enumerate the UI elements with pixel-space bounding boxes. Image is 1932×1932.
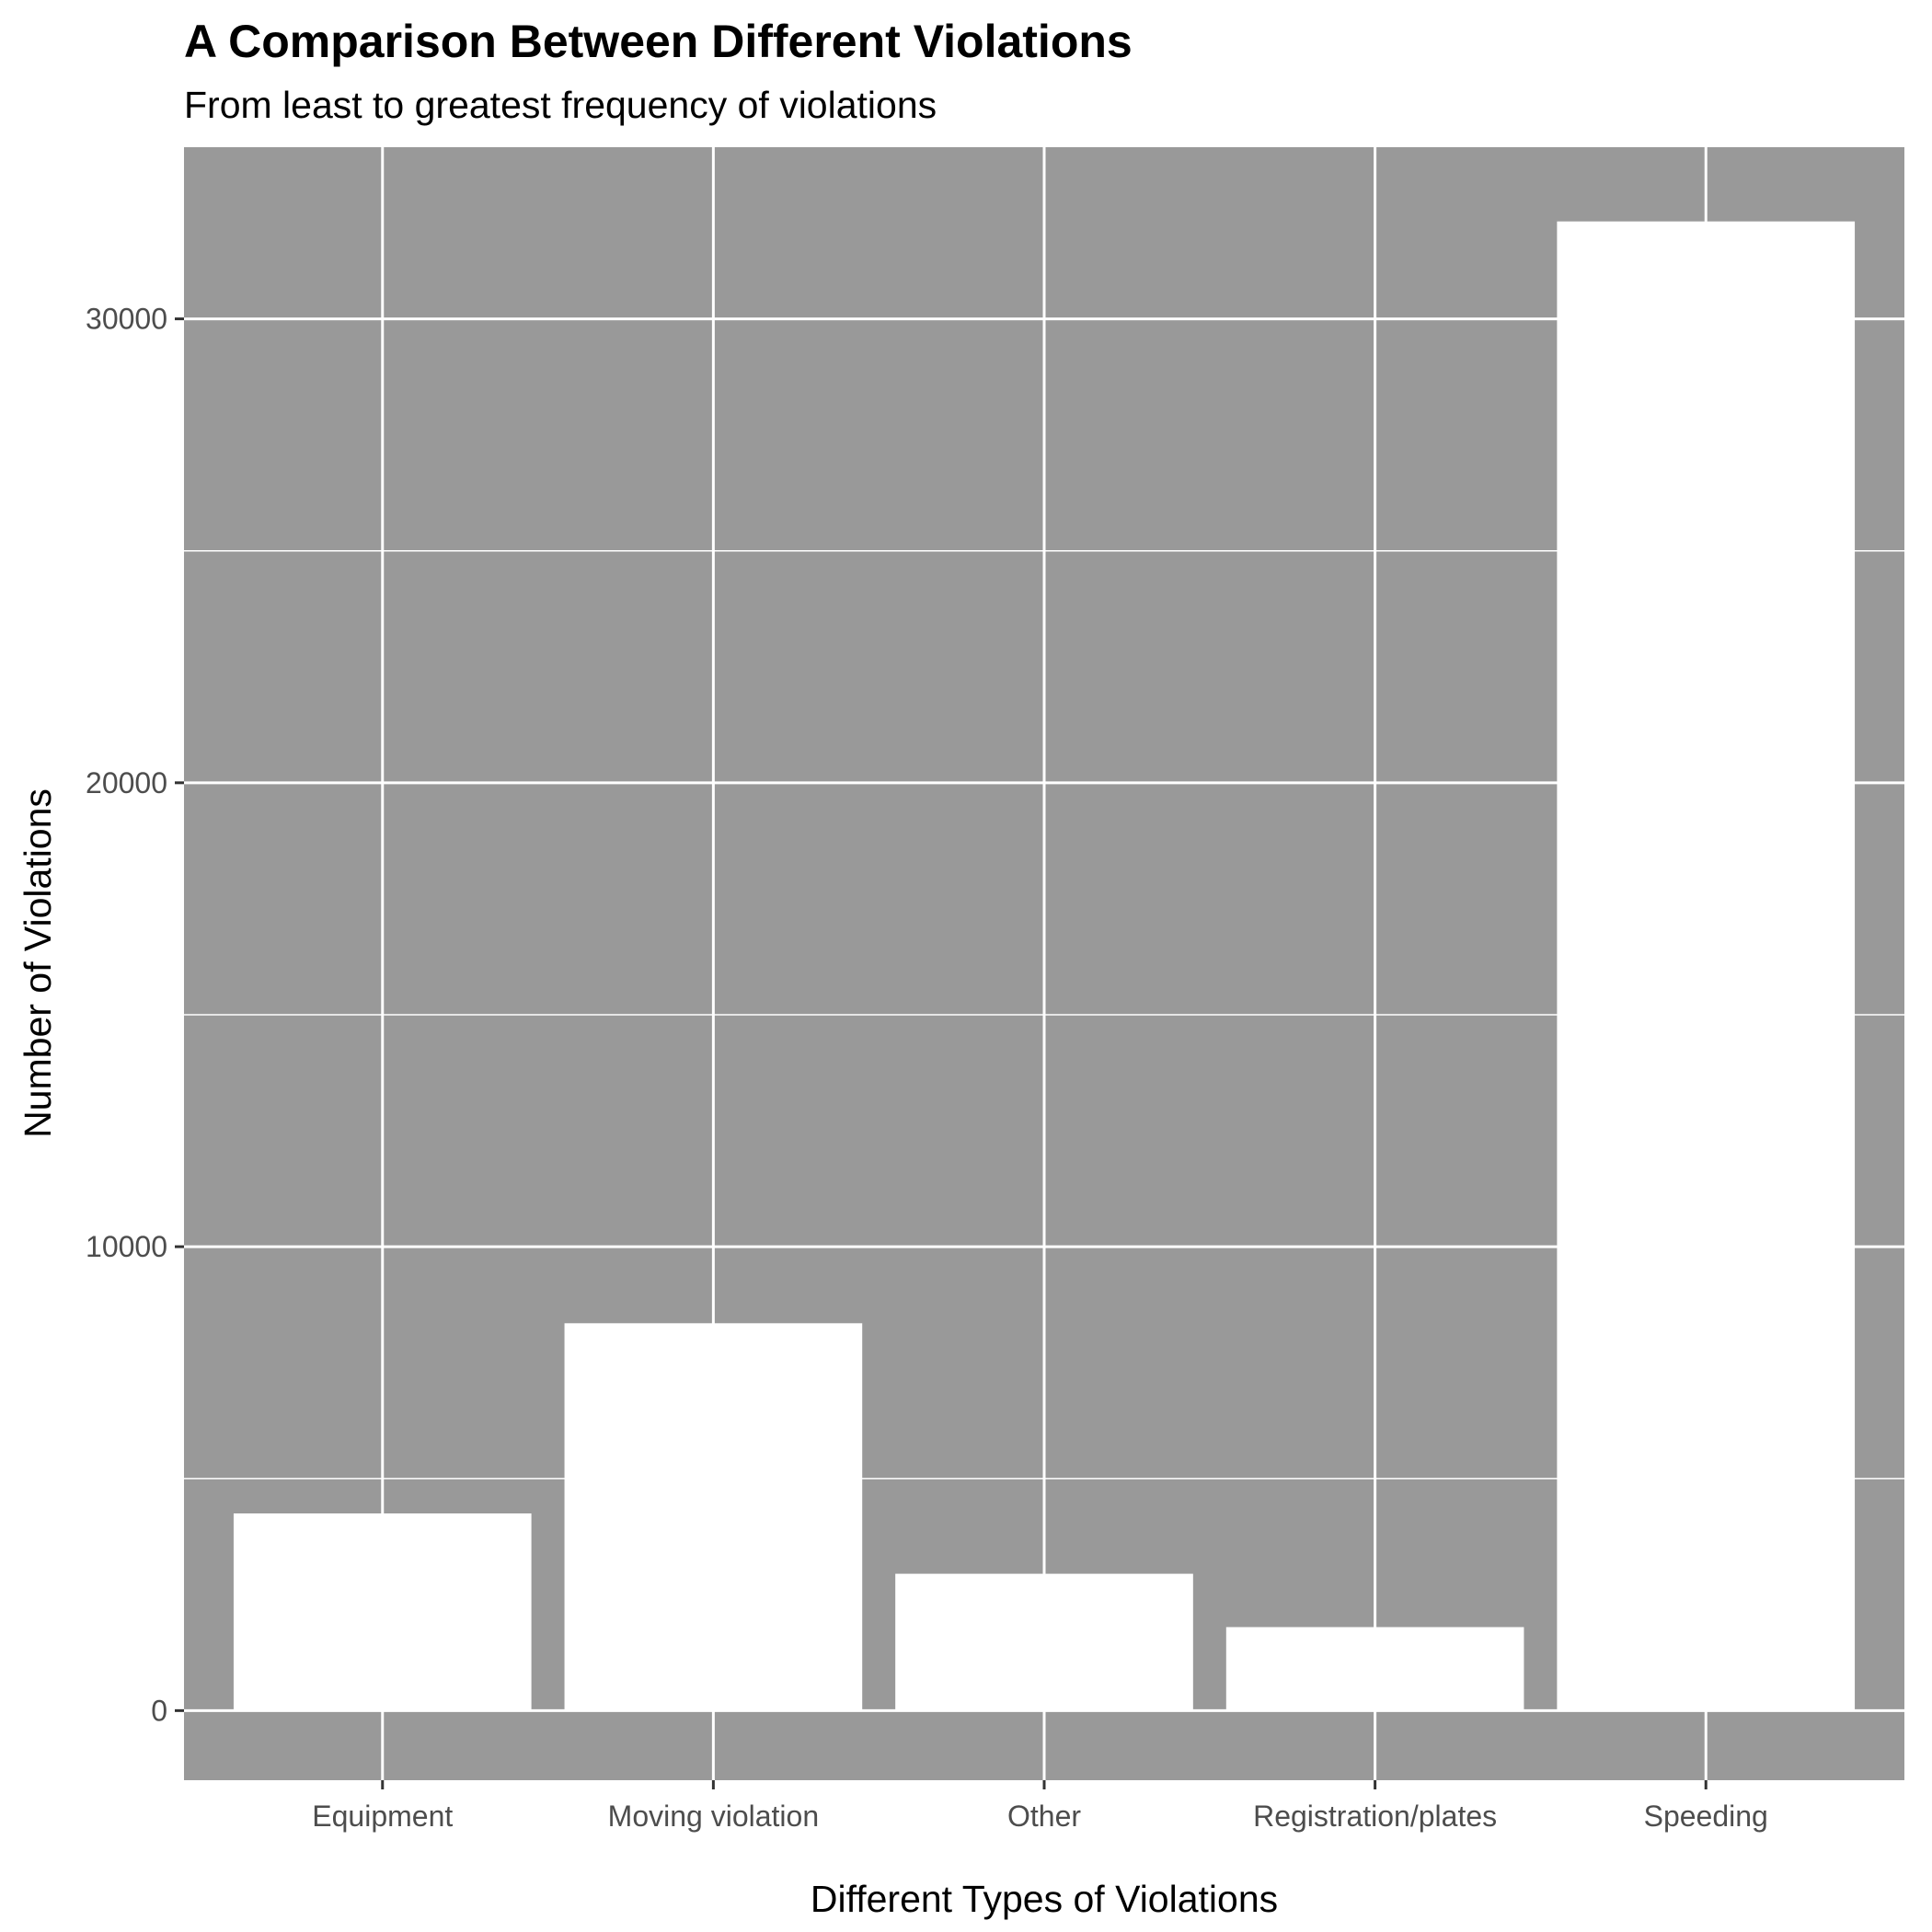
y-tick-label: 0 [151,1694,167,1727]
bar-registration-plates [1225,1627,1524,1711]
bars [233,221,1856,1711]
x-axis-title: Different Types of Violations [811,1878,1278,1920]
bar-moving-violation [564,1323,863,1711]
x-tick-label: Moving violation [608,1800,819,1833]
x-tick-label: Other [1007,1800,1081,1833]
y-tick-label: 20000 [86,766,167,799]
y-axis: 0 10000 20000 30000 [86,303,184,1727]
bar-speeding [1557,221,1856,1711]
y-tick-label: 10000 [86,1230,167,1263]
chart-subtitle: From least to greatest frequency of viol… [184,84,937,126]
y-tick-label: 30000 [86,303,167,336]
x-tick-label: Speeding [1644,1800,1768,1833]
x-tick-label: Equipment [312,1800,453,1833]
bar-equipment [233,1513,532,1711]
bar-other [895,1573,1193,1711]
x-tick-label: Registration/plates [1253,1800,1497,1833]
chart-title: A Comparison Between Different Violation… [184,16,1133,67]
x-axis: Equipment Moving violation Other Registrati… [312,1780,1768,1833]
y-axis-title: Number of Violations [17,788,59,1138]
